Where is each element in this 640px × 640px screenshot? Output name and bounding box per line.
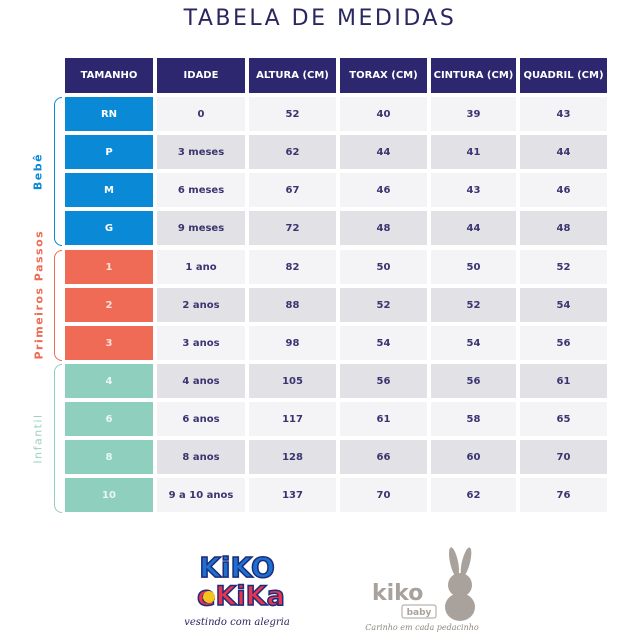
torax-cell: 46 — [340, 173, 427, 207]
size-cell: 6 — [65, 402, 153, 436]
altura-cell: 82 — [249, 250, 336, 284]
idade-cell: 9 meses — [157, 211, 245, 245]
cintura-cell: 54 — [431, 326, 516, 360]
header-altura: ALTURA (CM) — [249, 58, 336, 93]
svg-text:kiko: kiko — [372, 581, 423, 606]
size-cell: 1 — [65, 250, 153, 284]
quadril-cell: 65 — [520, 402, 607, 436]
cintura-cell: 43 — [431, 173, 516, 207]
infantil-bracket — [54, 364, 62, 513]
quadril-cell: 43 — [520, 97, 607, 131]
cintura-cell: 50 — [431, 250, 516, 284]
size-cell: 3 — [65, 326, 153, 360]
header-torax: TORAX (CM) — [340, 58, 427, 93]
size-cell: 8 — [65, 440, 153, 474]
idade-cell: 8 anos — [157, 440, 245, 474]
group-label-primeiros-passos: Primeiros Passos — [32, 229, 46, 360]
torax-cell: 61 — [340, 402, 427, 436]
cintura-cell: 44 — [431, 211, 516, 245]
page-title: TABELA DE MEDIDAS — [183, 6, 457, 31]
size-cell: 10 — [65, 478, 153, 512]
idade-cell: 4 anos — [157, 364, 245, 398]
cintura-cell: 62 — [431, 478, 516, 512]
torax-cell: 40 — [340, 97, 427, 131]
header-idade: IDADE — [157, 58, 245, 93]
torax-cell: 66 — [340, 440, 427, 474]
kiko-baby-logo-art: kiko baby Carinho em cada pedacinho — [365, 547, 479, 632]
torax-cell: 44 — [340, 135, 427, 169]
cintura-cell: 60 — [431, 440, 516, 474]
svg-text:KiKO: KiKO — [199, 551, 275, 584]
quadril-cell: 52 — [520, 250, 607, 284]
idade-cell: 2 anos — [157, 288, 245, 322]
group-label-bebe: Bebê — [31, 152, 45, 191]
altura-cell: 67 — [249, 173, 336, 207]
altura-cell: 137 — [249, 478, 336, 512]
group-label-infantil: Infantil — [31, 413, 45, 464]
idade-cell: 1 ano — [157, 250, 245, 284]
quadril-cell: 76 — [520, 478, 607, 512]
cintura-cell: 39 — [431, 97, 516, 131]
header-quadril: QUADRIL (CM) — [520, 58, 607, 93]
svg-text:Carinho em cada pedacinho: Carinho em cada pedacinho — [365, 623, 479, 632]
torax-cell: 70 — [340, 478, 427, 512]
cintura-cell: 52 — [431, 288, 516, 322]
svg-text:baby: baby — [407, 608, 432, 618]
size-cell: 4 — [65, 364, 153, 398]
altura-cell: 117 — [249, 402, 336, 436]
cintura-cell: 41 — [431, 135, 516, 169]
primeiros-passos-bracket — [54, 250, 62, 361]
altura-cell: 72 — [249, 211, 336, 245]
altura-cell: 62 — [249, 135, 336, 169]
idade-cell: 3 anos — [157, 326, 245, 360]
cintura-cell: 58 — [431, 402, 516, 436]
torax-cell: 50 — [340, 250, 427, 284]
idade-cell: 0 — [157, 97, 245, 131]
bunny-icon — [445, 547, 475, 621]
size-cell: 2 — [65, 288, 153, 322]
altura-cell: 105 — [249, 364, 336, 398]
size-cell: M — [65, 173, 153, 207]
cintura-cell: 56 — [431, 364, 516, 398]
quadril-cell: 56 — [520, 326, 607, 360]
altura-cell: 98 — [249, 326, 336, 360]
quadril-cell: 46 — [520, 173, 607, 207]
kiko-e-kika-logo-art: KiKO eKiKa vestindo com alegria — [184, 550, 290, 628]
torax-cell: 54 — [340, 326, 427, 360]
quadril-cell: 44 — [520, 135, 607, 169]
kiko-e-kika-logo: KiKO eKiKa vestindo com alegria — [184, 545, 295, 635]
altura-cell: 128 — [249, 440, 336, 474]
idade-cell: 3 meses — [157, 135, 245, 169]
torax-cell: 48 — [340, 211, 427, 245]
altura-cell: 52 — [249, 97, 336, 131]
size-cell: RN — [65, 97, 153, 131]
svg-text:vestindo com alegria: vestindo com alegria — [185, 617, 290, 628]
altura-cell: 88 — [249, 288, 336, 322]
header-tamanho: TAMANHO — [65, 58, 153, 93]
idade-cell: 6 anos — [157, 402, 245, 436]
idade-cell: 6 meses — [157, 173, 245, 207]
quadril-cell: 48 — [520, 211, 607, 245]
bebe-bracket — [54, 97, 62, 246]
quadril-cell: 61 — [520, 364, 607, 398]
quadril-cell: 70 — [520, 440, 607, 474]
torax-cell: 52 — [340, 288, 427, 322]
size-cell: P — [65, 135, 153, 169]
quadril-cell: 54 — [520, 288, 607, 322]
header-cintura: CINTURA (CM) — [431, 58, 516, 93]
size-cell: G — [65, 211, 153, 245]
kiko-baby-logo: kiko baby Carinho em cada pedacinho — [362, 540, 482, 635]
idade-cell: 9 a 10 anos — [157, 478, 245, 512]
torax-cell: 56 — [340, 364, 427, 398]
